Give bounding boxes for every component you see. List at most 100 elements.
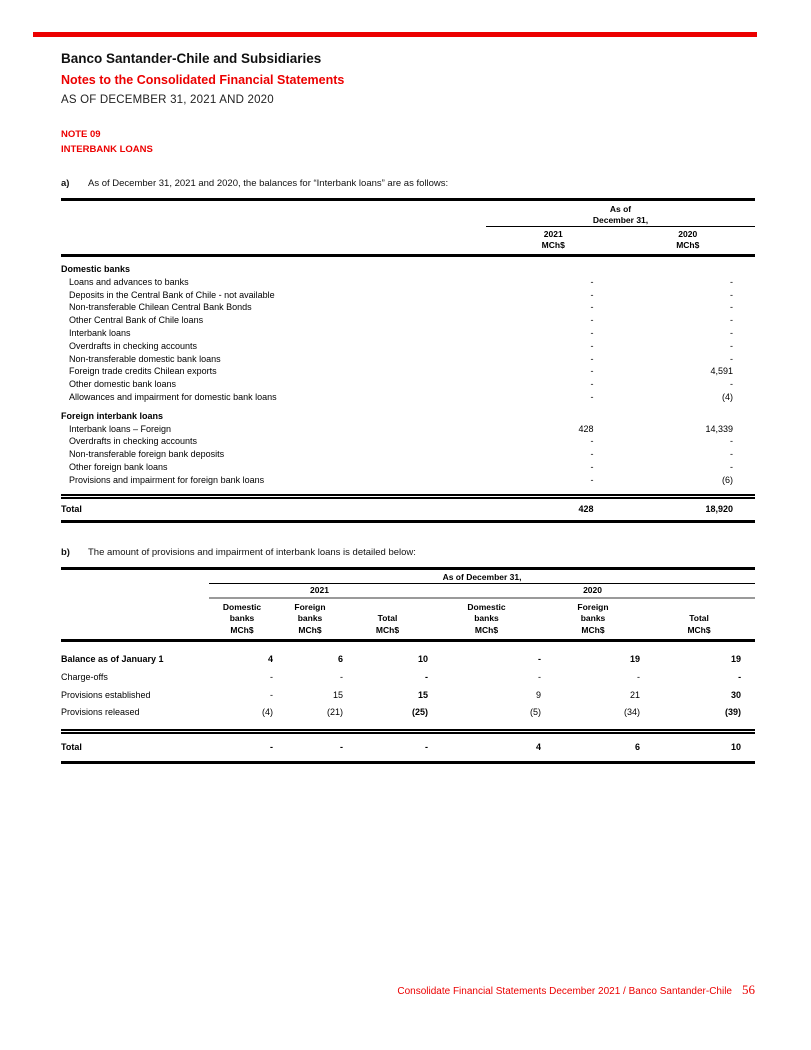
total-value: 4 [430, 728, 543, 765]
value-2021: 428 [578, 423, 594, 434]
cell-value: - [270, 672, 273, 683]
value-2021: - [590, 353, 594, 364]
note-title: INTERBANK LOANS [61, 144, 153, 155]
value-2021: - [590, 315, 594, 326]
value-2021: - [590, 461, 594, 472]
value-2021: - [590, 391, 594, 402]
table-row: Non-transferable foreign bank deposits - - [61, 448, 755, 461]
footer-text: Consolidate Financial Statements Decembe… [397, 986, 732, 997]
interbank-loans-balances-table: As of December 31, 2021 MCh$ 2020 MCh$ [61, 198, 756, 523]
cell-value: - [637, 672, 640, 683]
cell-value: 15 [417, 689, 428, 700]
table-row: Allowances and impairment for domestic b… [61, 391, 755, 404]
table2-year-2021: 2021 [209, 583, 430, 599]
table-row: Non-transferable domestic bank loans - - [61, 353, 755, 366]
table-row: Charge-offs - - - - - - [61, 669, 755, 687]
table-row: Non-transferable Chilean Central Bank Bo… [61, 301, 755, 314]
value-2020: - [730, 302, 734, 313]
table2-header: As of December 31, 2021 2020 Domestic ban… [61, 566, 756, 643]
value-2021: - [590, 436, 594, 447]
table-row: Overdrafts in checking accounts - - [61, 435, 755, 448]
value-2021: - [590, 302, 594, 313]
page-number: 56 [742, 982, 755, 997]
table-row: Loans and advances to banks - - [61, 276, 755, 289]
cell-value: 21 [629, 689, 640, 700]
table-row: Foreign trade credits Chilean exports - 4,… [61, 365, 755, 378]
cell-value: - [425, 672, 428, 683]
cell-value: - [538, 654, 541, 665]
table-row: Provisions established - 15 15 9 21 30 [61, 687, 755, 705]
row-label: Other domestic bank loans [69, 379, 177, 390]
row-label: Provisions established [61, 689, 151, 700]
row-label: Overdrafts in checking accounts [69, 340, 198, 351]
note-heading: NOTE 09 INTERBANK LOANS [61, 127, 755, 157]
value-2021: - [590, 474, 594, 485]
value-2021: - [590, 276, 594, 287]
note-number: NOTE 09 [61, 129, 101, 140]
cell-value: (34) [623, 707, 640, 718]
table-row: Balance as of January 1 4 6 10 - 19 19 [61, 641, 755, 669]
row-label: Allowances and impairment for domestic b… [69, 391, 277, 402]
value-2020: - [730, 340, 734, 351]
table2-asof-header: As of December 31, [209, 566, 756, 584]
provisions-impairment-table: As of December 31, 2021 2020 Domestic ban… [61, 566, 756, 765]
top-red-bar [33, 32, 757, 37]
row-label: Charge-offs [61, 672, 108, 683]
total-value: - [209, 728, 275, 765]
document-dateline: AS OF DECEMBER 31, 2021 AND 2020 [61, 94, 274, 106]
row-label: Non-transferable Chilean Central Bank Bo… [69, 302, 252, 313]
table1-header: As of December 31, 2021 MCh$ 2020 MCh$ [61, 198, 756, 257]
section-a-text: As of December 31, 2021 and 2020, the ba… [88, 178, 449, 189]
table-row: Overdrafts in checking accounts - - [61, 340, 755, 353]
row-label: Overdrafts in checking accounts [69, 436, 198, 447]
row-label: Provisions released [61, 707, 140, 718]
cell-value: 6 [337, 654, 343, 665]
section-b-label: b) [61, 546, 70, 558]
value-2020: - [730, 353, 734, 364]
section-a-label: a) [61, 178, 70, 189]
total-2021: 428 [486, 494, 621, 523]
table-row: Other Central Bank of Chile loans - - [61, 314, 755, 327]
col-header-foreign-banks-2021: Foreign banks MCh$ [275, 597, 345, 643]
page-footer: Consolidate Financial Statements Decembe… [397, 982, 755, 998]
total-value: 10 [643, 728, 756, 765]
row-label: Deposits in the Central Bank of Chile - … [69, 289, 275, 300]
total-label: Total [61, 494, 486, 523]
table-row: Provisions released (4) (21) (25) (5) (3… [61, 704, 755, 722]
cell-value: 10 [417, 654, 428, 665]
value-2020: - [730, 436, 734, 447]
row-label: Provisions and impairment for foreign ba… [69, 474, 265, 485]
value-2020: - [730, 315, 734, 326]
group-header-foreign-interbank-loans: Foreign interbank loans [61, 410, 164, 421]
table-row: Interbank loans – Foreign 428 14,339 [61, 423, 755, 436]
row-label: Other Central Bank of Chile loans [69, 315, 204, 326]
value-2020: 4,591 [710, 366, 734, 377]
value-2020: - [730, 461, 734, 472]
cell-value: (21) [326, 707, 343, 718]
table2-total-row: Total - - - 4 6 10 [61, 728, 756, 765]
col-header-total-2021: Total MCh$ [345, 597, 430, 643]
cell-value: 9 [535, 689, 541, 700]
table1-total-row: Total 428 18,920 [61, 494, 756, 523]
cell-value: 30 [731, 689, 742, 700]
value-2020: (6) [722, 474, 734, 485]
value-2020: - [730, 327, 734, 338]
col-header-total-2020: Total MCh$ [643, 597, 756, 643]
table-row: Other foreign bank loans - - [61, 461, 755, 474]
cell-value: 19 [731, 654, 742, 665]
value-2021: - [590, 379, 594, 390]
table1-col-2020: 2020 MCh$ [620, 226, 756, 257]
group-header-domestic-banks: Domestic banks [61, 264, 131, 274]
row-label: Non-transferable domestic bank loans [69, 353, 221, 364]
section-a-intro: a) As of December 31, 2021 and 2020, the… [61, 178, 755, 189]
value-2021: - [590, 340, 594, 351]
cell-value: - [538, 672, 541, 683]
table2-year-2020: 2020 [430, 583, 756, 599]
value-2020: (4) [722, 391, 734, 402]
cell-value: 4 [267, 654, 273, 665]
total-value: - [275, 728, 345, 765]
total-2020: 18,920 [620, 494, 756, 523]
col-header-domestic-banks-2020: Domestic banks MCh$ [430, 597, 543, 643]
cell-value: (39) [725, 707, 742, 718]
